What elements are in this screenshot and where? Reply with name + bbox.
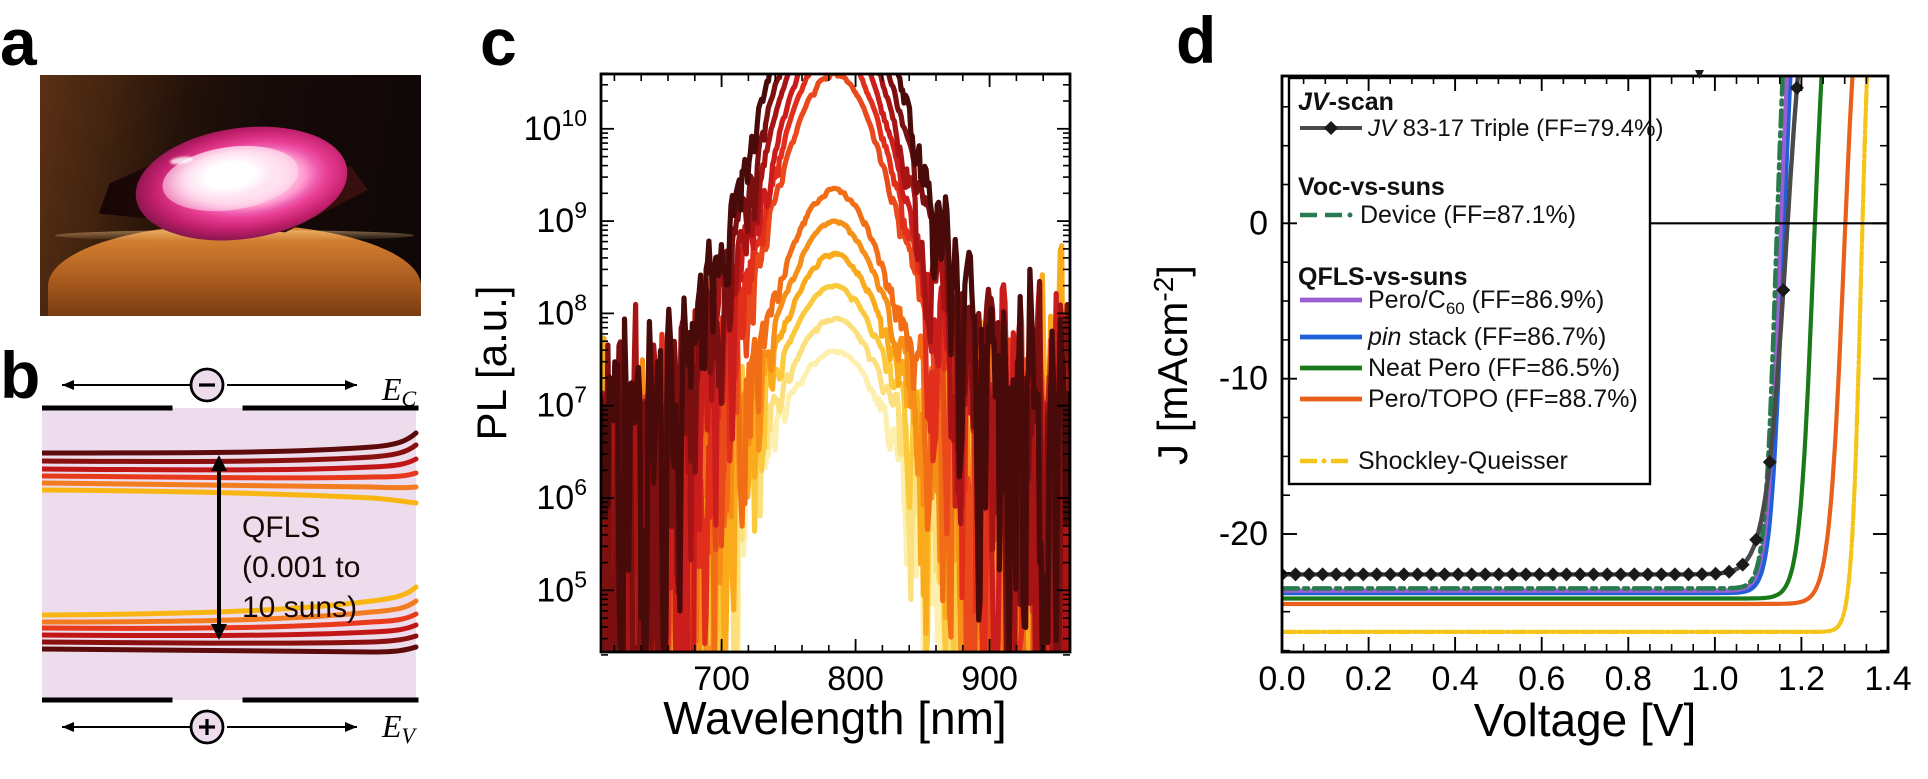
svg-text:1010: 1010 bbox=[524, 105, 587, 148]
svg-text:JV-scan: JV-scan bbox=[1298, 88, 1394, 116]
svg-text:Shockley-Queisser: Shockley-Queisser bbox=[1358, 447, 1568, 475]
svg-text:10 suns): 10 suns) bbox=[242, 591, 357, 624]
svg-text:Wavelength [nm]: Wavelength [nm] bbox=[663, 692, 1006, 744]
svg-text:Pero/C60 (FF=86.9%): Pero/C60 (FF=86.9%) bbox=[1368, 286, 1604, 318]
svg-text:JV 83-17 Triple (FF=79.4%): JV 83-17 Triple (FF=79.4%) bbox=[1367, 115, 1663, 142]
svg-text:EC: EC bbox=[381, 371, 417, 411]
svg-text:QFLS: QFLS bbox=[242, 511, 320, 544]
svg-text:Neat Pero (FF=86.5%): Neat Pero (FF=86.5%) bbox=[1368, 354, 1620, 382]
svg-text:(0.001 to: (0.001 to bbox=[242, 551, 360, 584]
svg-text:108: 108 bbox=[536, 289, 587, 332]
svg-text:0: 0 bbox=[1249, 204, 1268, 242]
svg-text:Device (FF=87.1%): Device (FF=87.1%) bbox=[1360, 201, 1576, 229]
svg-text:0.0: 0.0 bbox=[1258, 660, 1305, 698]
svg-text:pin stack (FF=86.7%): pin stack (FF=86.7%) bbox=[1367, 323, 1606, 351]
svg-text:1.4: 1.4 bbox=[1864, 660, 1911, 698]
svg-text:109: 109 bbox=[536, 197, 587, 240]
svg-text:1.0: 1.0 bbox=[1691, 660, 1738, 698]
svg-text:0.4: 0.4 bbox=[1431, 660, 1478, 698]
svg-text:-10: -10 bbox=[1219, 360, 1268, 398]
svg-text:106: 106 bbox=[536, 474, 587, 517]
svg-text:Pero/TOPO (FF=88.7%): Pero/TOPO (FF=88.7%) bbox=[1368, 385, 1638, 413]
svg-text:Voltage [V]: Voltage [V] bbox=[1474, 694, 1697, 746]
svg-text:PL [a.u.]: PL [a.u.] bbox=[468, 286, 515, 441]
svg-text:0.8: 0.8 bbox=[1605, 660, 1652, 698]
svg-text:107: 107 bbox=[536, 382, 587, 425]
svg-text:0.2: 0.2 bbox=[1345, 660, 1392, 698]
svg-text:0.6: 0.6 bbox=[1518, 660, 1565, 698]
svg-text:EV: EV bbox=[381, 708, 418, 748]
svg-text:J [mAcm-2]: J [mAcm-2] bbox=[1148, 265, 1196, 465]
svg-text:105: 105 bbox=[536, 566, 587, 609]
svg-text:1.2: 1.2 bbox=[1778, 660, 1825, 698]
svg-text:-20: -20 bbox=[1219, 515, 1268, 553]
svg-text:Voc-vs-suns: Voc-vs-suns bbox=[1298, 173, 1445, 201]
